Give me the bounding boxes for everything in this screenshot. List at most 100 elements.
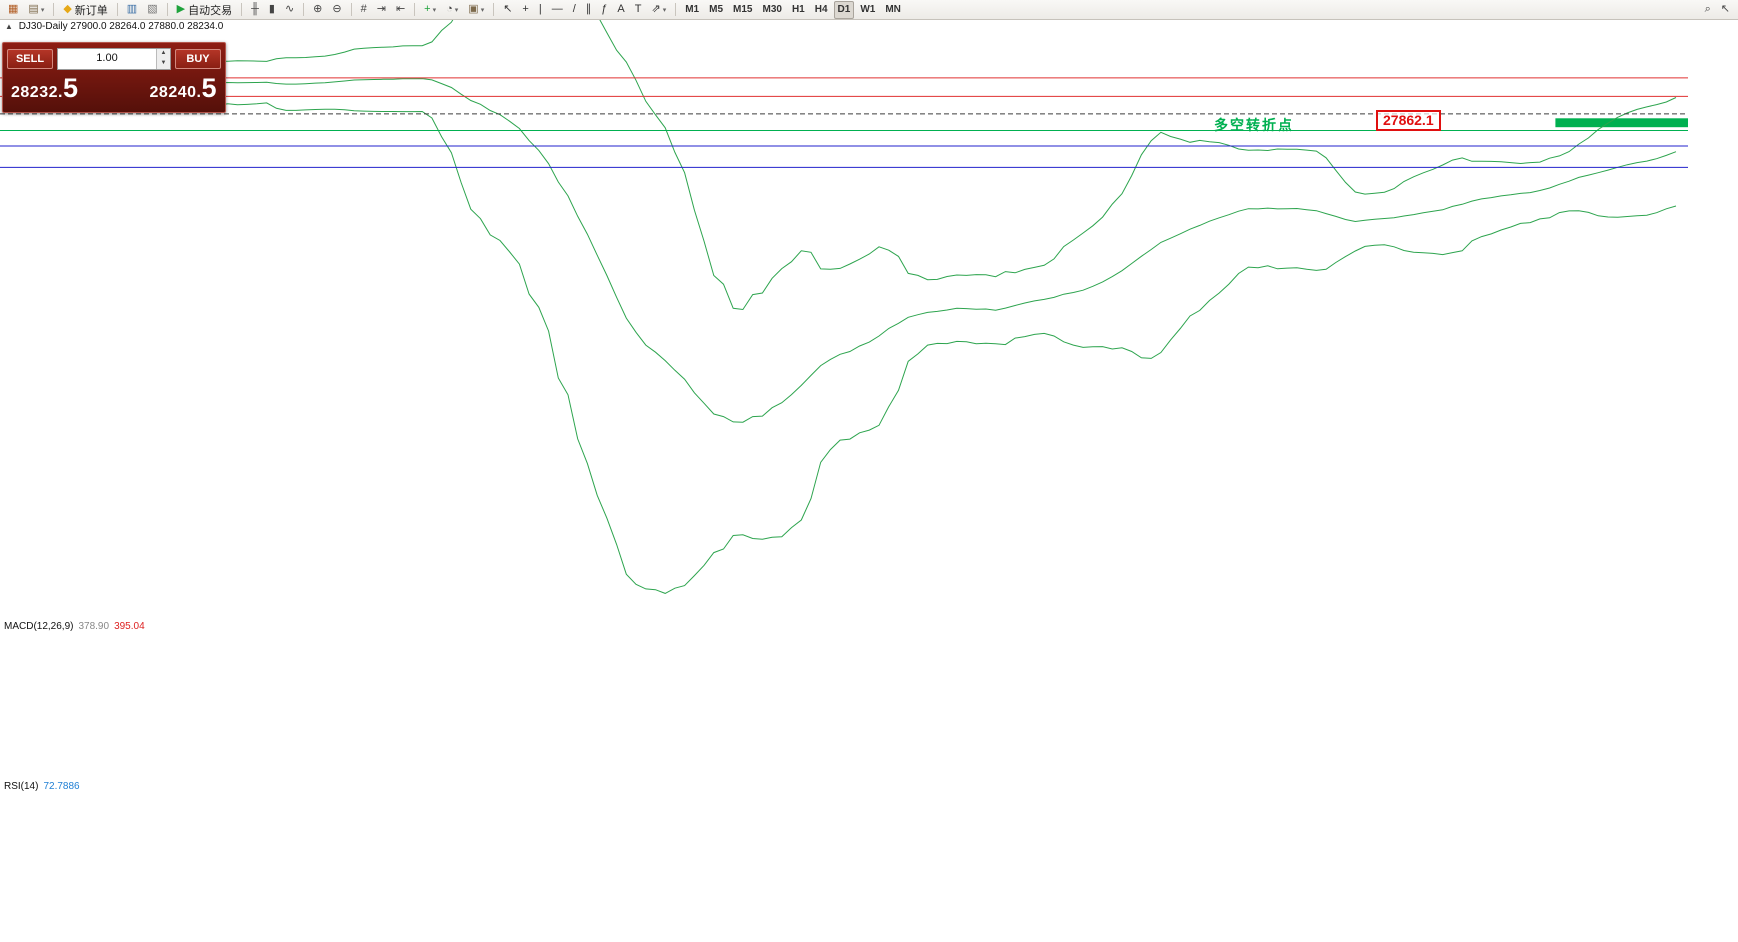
volume-up-button[interactable]: ▲ — [157, 49, 170, 59]
expert-advisors-icon: ▧ — [147, 3, 158, 15]
buy-button[interactable]: BUY — [175, 49, 221, 69]
timeframe-d1[interactable]: D1 — [833, 0, 855, 19]
support-zone[interactable] — [1555, 118, 1688, 128]
candlestick-chart-button[interactable]: ▮ — [265, 1, 279, 19]
text-label-button[interactable]: T — [631, 1, 646, 19]
trade-panel-controls: SELL 1.00 ▲ ▼ BUY — [3, 43, 225, 73]
templates-button[interactable]: ▣ ▾ — [464, 1, 488, 19]
timeframe-m1[interactable]: M1 — [681, 1, 703, 19]
timeframe-mn[interactable]: MN — [881, 1, 905, 19]
buy-price-big-digit: 5 — [201, 73, 217, 103]
toolbar-separator — [53, 3, 55, 16]
rsi-value: 72.7886 — [43, 781, 80, 792]
search-icon: ⌕ — [1704, 3, 1711, 15]
bar-chart-icon: ╫ — [251, 3, 259, 15]
profiles-button[interactable]: ▤ ▾ — [24, 1, 48, 19]
dropdown-arrow-icon: ▾ — [432, 6, 437, 14]
timeframe-d1-label: D1 — [837, 4, 851, 15]
dropdown-arrow-icon: ▾ — [662, 6, 667, 14]
timeframe-m15[interactable]: M15 — [729, 1, 756, 19]
zoom-in-button[interactable]: ⊕ — [309, 1, 326, 19]
grid-icon: # — [360, 3, 367, 15]
auto-scroll-button[interactable]: ⇥ — [373, 1, 390, 19]
collapse-panel-icon[interactable]: ▲ — [5, 22, 13, 31]
one-click-trading-panel: SELL 1.00 ▲ ▼ BUY 28232.5 28240.5 — [2, 42, 226, 113]
fibonacci-button[interactable]: ƒ — [597, 1, 611, 19]
main-toolbar: ▦ ▤ ▾ ◆ 新订单 ▥ ▧ ▶ 自动交易 ╫ ▮ ∿ ⊕ ⊖ # ⇥ ⇤ + ▾ ◔ ▾ ▣ ▾ ↖ + | — / ∥ ƒ A T ⇗ ▾ M… — [0, 0, 1738, 20]
sell-button[interactable]: SELL — [7, 49, 53, 69]
timeframe-m5-label: M5 — [709, 4, 724, 15]
volume-down-button[interactable]: ▼ — [157, 59, 170, 69]
buy-price-main: 28240. — [149, 84, 202, 101]
arrows-icon: ⇗ — [651, 3, 661, 15]
grid-button[interactable]: # — [357, 1, 371, 19]
macd-main-value: 378.90 — [78, 621, 110, 632]
toolbar-separator — [303, 3, 305, 16]
price-callout-box[interactable]: 27862.1 — [1376, 110, 1441, 131]
autotrading-button-label: 自动交易 — [188, 4, 233, 17]
macd-signal-value: 395.04 — [114, 621, 145, 632]
autotrading-button[interactable]: ▶ 自动交易 — [173, 1, 236, 19]
horizontal-line-button[interactable]: — — [548, 1, 567, 19]
trendline-icon: / — [572, 3, 576, 15]
pointer-button[interactable]: ↖ — [1717, 1, 1734, 19]
zoom-out-icon: ⊖ — [332, 3, 342, 15]
timeframe-w1[interactable]: W1 — [856, 1, 879, 19]
zoom-out-button[interactable]: ⊖ — [328, 1, 345, 19]
search-button[interactable]: ⌕ — [1701, 1, 1715, 19]
bar-chart-button[interactable]: ╫ — [247, 1, 263, 19]
vertical-line-button[interactable]: | — [535, 1, 546, 19]
trendline-button[interactable]: / — [569, 1, 580, 19]
charts-window-button[interactable]: ▥ — [123, 1, 141, 19]
timeframe-m15-label: M15 — [733, 4, 753, 15]
candlestick-chart-icon: ▮ — [268, 3, 275, 15]
timeframe-m30[interactable]: M30 — [758, 1, 785, 19]
timeframe-m5[interactable]: M5 — [705, 1, 727, 19]
volume-field[interactable]: 1.00 ▲ ▼ — [57, 48, 171, 70]
periods-button[interactable]: ◔ ▾ — [442, 1, 462, 19]
buy-price[interactable]: 28240.5 — [150, 74, 217, 102]
bollinger-middle-band[interactable] — [13, 78, 1677, 423]
channel-button[interactable]: ∥ — [582, 1, 596, 19]
text-button[interactable]: A — [613, 1, 628, 19]
cursor-icon: ↖ — [503, 3, 513, 15]
toolbar-separator — [116, 3, 118, 16]
toolbar-separator — [241, 3, 243, 16]
charts-window-icon: ▥ — [126, 3, 138, 15]
timeframe-h4[interactable]: H4 — [811, 1, 832, 19]
new-chart-button[interactable]: ▦ — [4, 1, 22, 19]
chart-shift-button[interactable]: ⇤ — [392, 1, 409, 19]
symbol-ohlc-text: DJ30-Daily 27900.0 28264.0 27880.0 28234… — [18, 21, 224, 32]
sell-price[interactable]: 28232.5 — [11, 74, 78, 102]
volume-steppers: ▲ ▼ — [156, 49, 170, 69]
timeframe-h4-label: H4 — [814, 4, 828, 15]
crosshair-button[interactable]: + — [518, 1, 532, 19]
bollinger-upper-band[interactable] — [13, 0, 1677, 311]
bollinger-lower-band[interactable] — [13, 102, 1677, 594]
macd-name: MACD(12,26,9) — [4, 621, 74, 632]
turning-point-annotation[interactable]: 多空转折点 — [1214, 117, 1294, 133]
timeframe-h1[interactable]: H1 — [788, 1, 809, 19]
timeframe-h1-label: H1 — [791, 4, 805, 15]
timeframe-m30-label: M30 — [762, 4, 782, 15]
auto-scroll-icon: ⇥ — [376, 3, 386, 15]
toolbar-right-group: ⌕ ↖ — [1700, 1, 1735, 19]
line-chart-button[interactable]: ∿ — [281, 1, 298, 19]
arrows-button[interactable]: ⇗ ▾ — [647, 1, 670, 19]
expert-advisors-button[interactable]: ▧ — [143, 1, 161, 19]
indicators-icon: + — [424, 3, 431, 15]
toolbar-separator — [675, 3, 677, 16]
autotrading-icon: ▶ — [176, 3, 186, 15]
indicators-button[interactable]: + ▾ — [420, 1, 440, 19]
profiles-icon: ▤ — [28, 3, 39, 15]
cursor-button[interactable]: ↖ — [499, 1, 516, 19]
new-chart-icon: ▦ — [8, 3, 19, 15]
sell-price-main: 28232. — [11, 84, 63, 101]
volume-value[interactable]: 1.00 — [96, 52, 118, 64]
rsi-name: RSI(14) — [4, 781, 39, 792]
main-plot — [0, 0, 1688, 594]
new-order-button[interactable]: ◆ 新订单 — [59, 1, 111, 19]
